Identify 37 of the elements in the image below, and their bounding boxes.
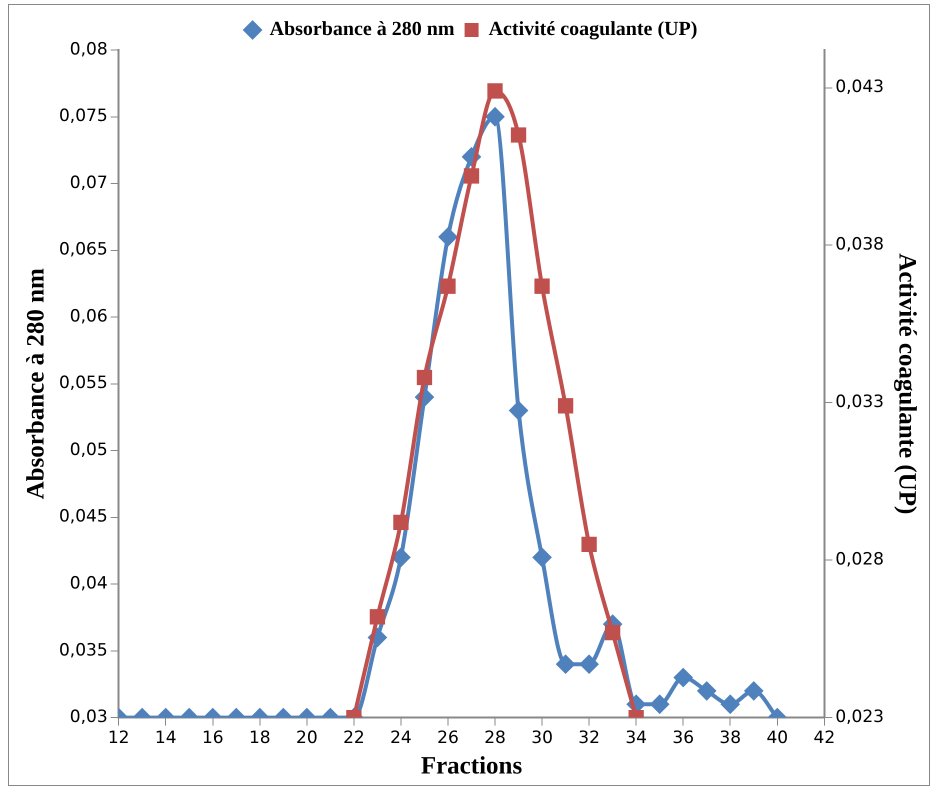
x-axis-title: Fractions	[420, 752, 522, 780]
y2-tick-label: 0,038	[835, 234, 884, 255]
y2-tick-label: 0,023	[835, 707, 884, 728]
y-tick-label: 0,04	[70, 574, 108, 594]
y2-tick-label: 0,033	[835, 392, 884, 412]
y-tick-label: 0,075	[58, 106, 108, 126]
x-tick-label: 26	[437, 728, 459, 748]
y2-tick-label: 0,043	[835, 77, 884, 98]
x-tick-label: 18	[248, 728, 271, 748]
x-tick-label: 42	[814, 728, 836, 748]
y-axis-title: Absorbance à 280 nm	[22, 268, 50, 500]
x-tick-label: 32	[578, 728, 600, 748]
y-tick-label: 0,07	[70, 172, 108, 193]
x-tick-label: 34	[625, 728, 647, 748]
x-tick-label: 30	[531, 728, 553, 748]
x-tick-label: 40	[766, 728, 788, 748]
x-tick-label: 16	[202, 728, 224, 748]
x-tick-label: 38	[719, 728, 742, 748]
legend-label: Activité coagulante (UP)	[488, 18, 698, 40]
y-tick-label: 0,06	[70, 306, 108, 326]
y-tick-label: 0,055	[58, 373, 108, 394]
y-tick-label: 0,08	[70, 39, 108, 60]
y-tick-label: 0,065	[58, 240, 108, 260]
x-tick-label: 22	[343, 728, 365, 748]
y-tick-label: 0,05	[70, 440, 108, 460]
y2-tick-label: 0,028	[835, 550, 884, 570]
x-tick-label: 36	[672, 728, 694, 748]
y-tick-label: 0,03	[70, 707, 108, 728]
x-tick-label: 20	[296, 728, 318, 748]
y2-axis-title: Activité coagulante (UP)	[894, 253, 921, 514]
legend-label: Absorbance à 280 nm	[270, 18, 455, 40]
y-tick-label: 0,035	[58, 640, 108, 660]
x-tick-label: 14	[154, 728, 177, 748]
x-tick-label: 24	[390, 728, 412, 748]
x-tick-label: 28	[484, 728, 506, 748]
y-tick-label: 0,045	[58, 506, 108, 527]
x-tick-label: 12	[108, 728, 130, 748]
